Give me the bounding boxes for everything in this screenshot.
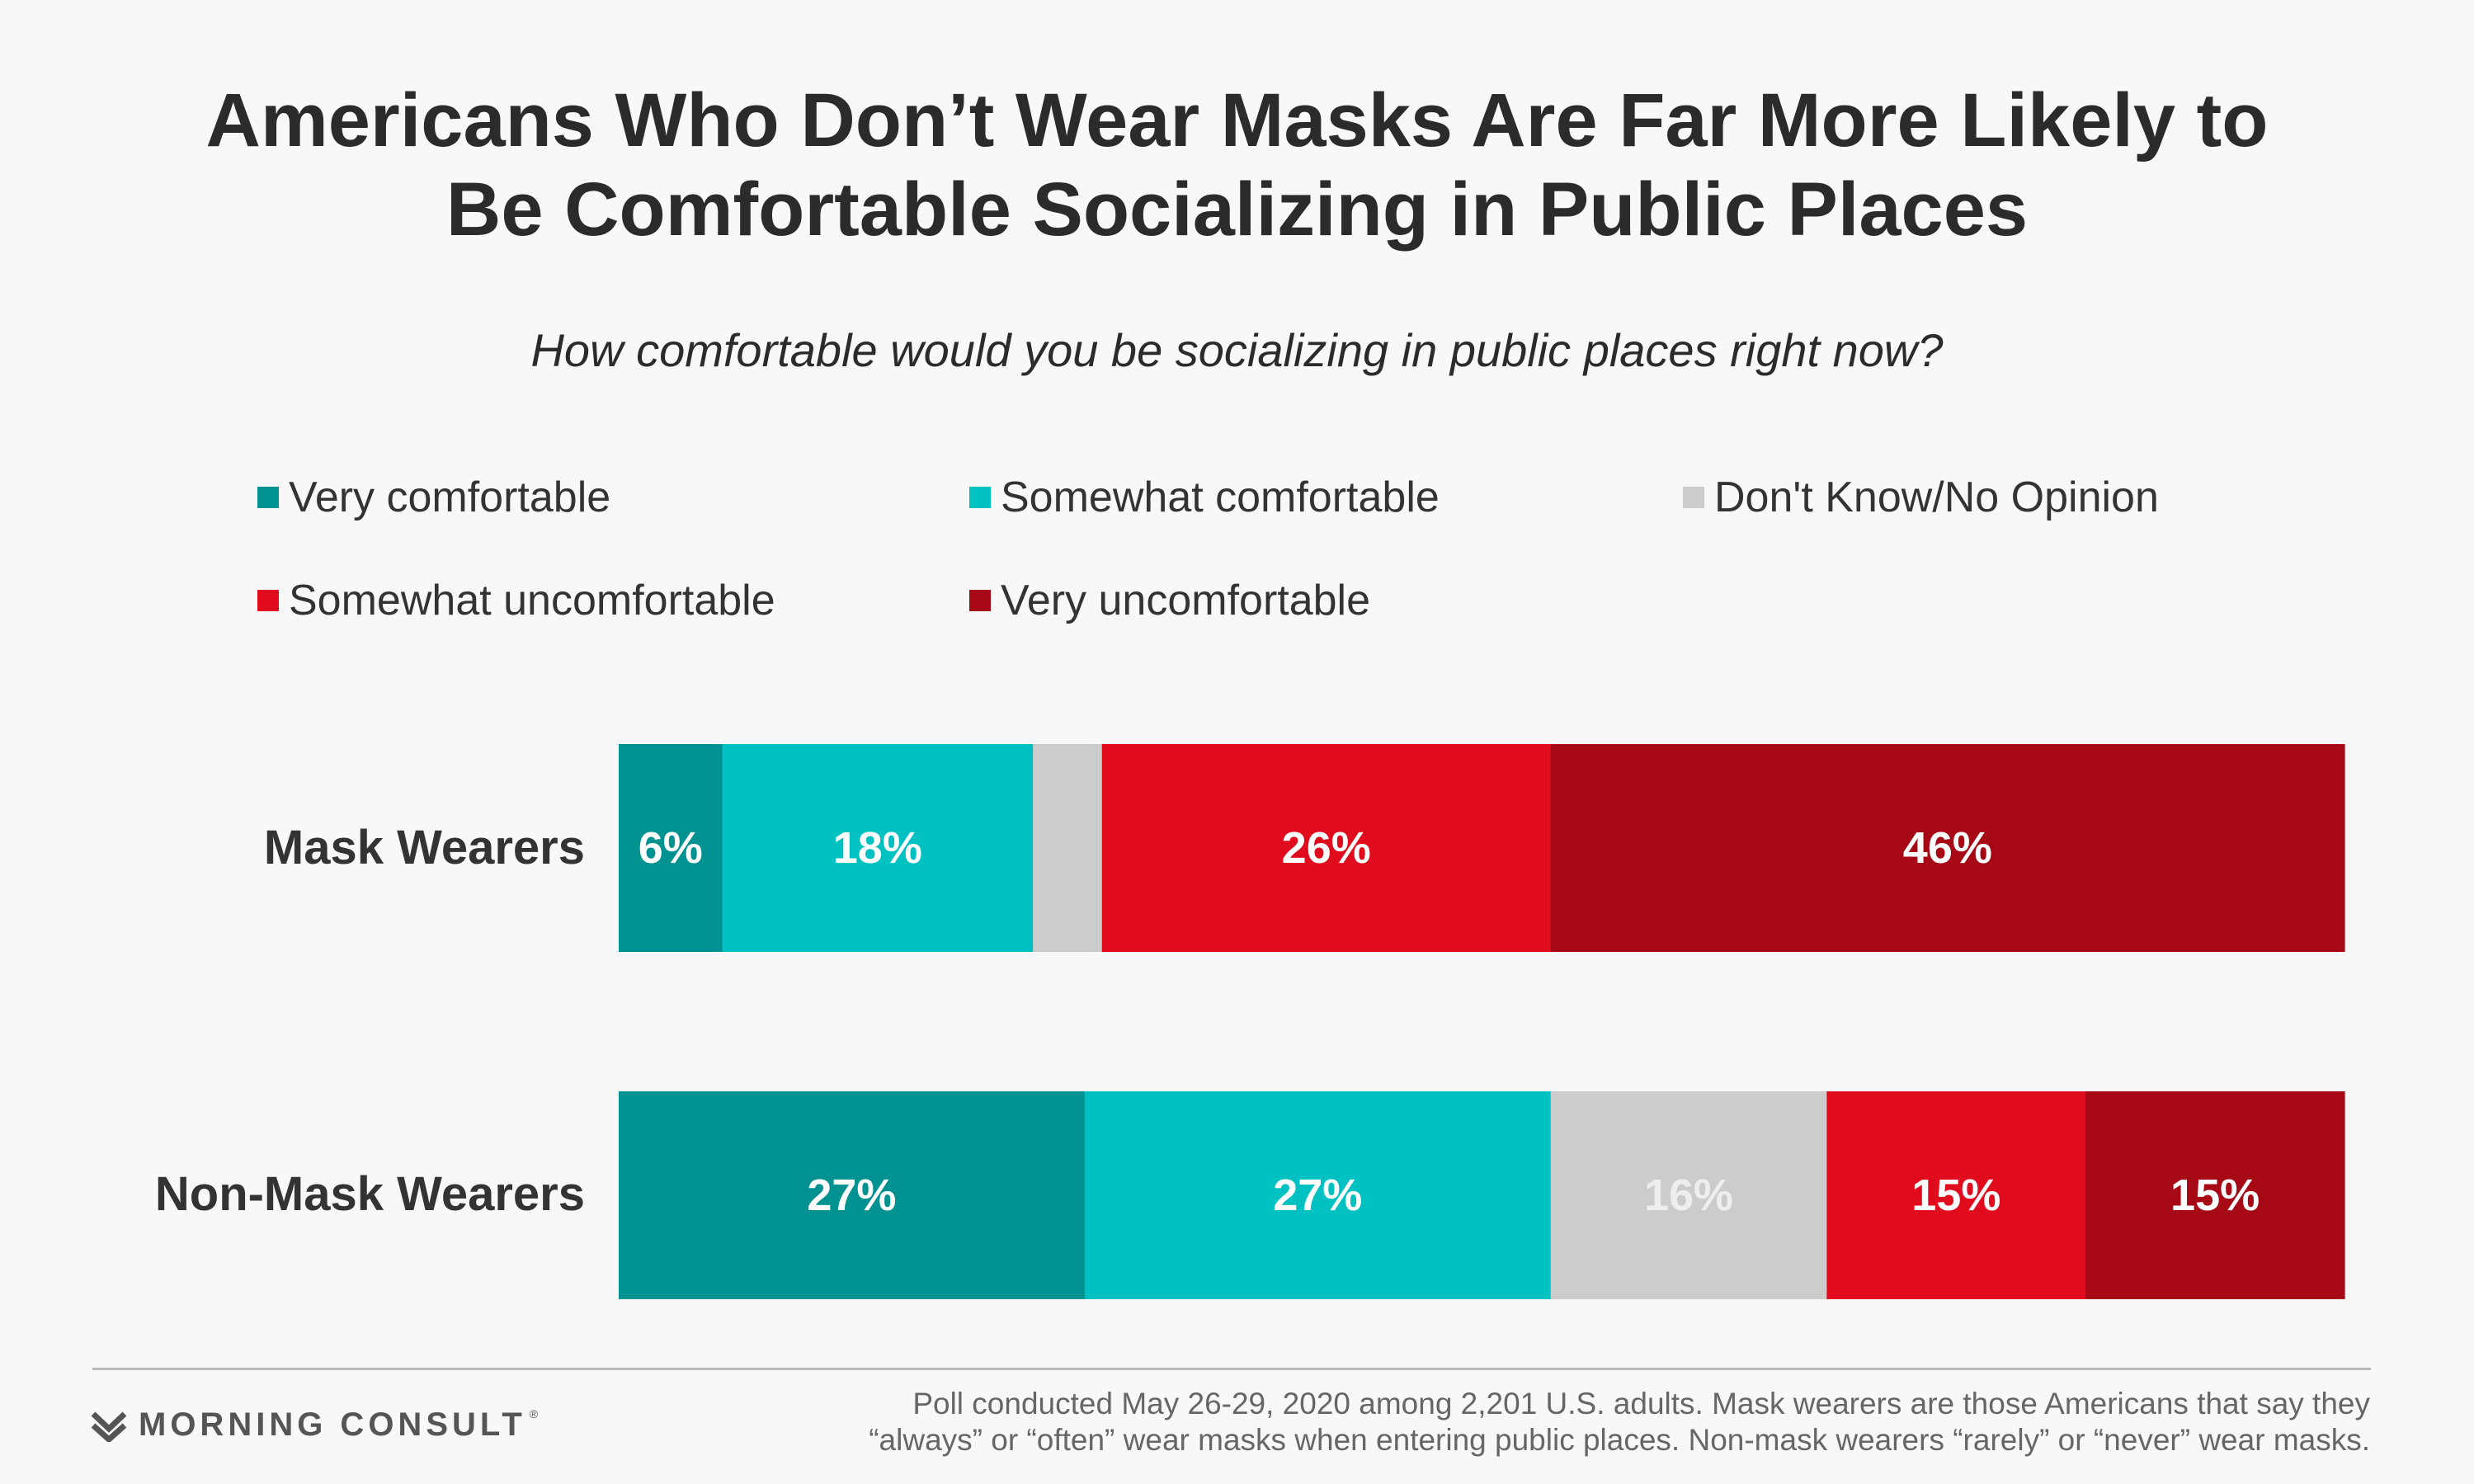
data-label-non-mask-wearers-somewhat-comfortable: 27%	[1273, 1171, 1362, 1220]
legend-item-very-comfortable: Very comfortable	[257, 469, 610, 526]
bar-segment-non-mask-wearers-somewhat-comfortable	[1084, 1091, 1552, 1299]
chart-title: Americans Who Don’t Wear Masks Are Far M…	[0, 76, 2474, 254]
bar-segment-mask-wearers-very-uncomfortable	[1550, 744, 2345, 952]
legend-item-dont-know: Don't Know/No Opinion	[1683, 469, 2159, 526]
bar-segment-mask-wearers-somewhat-comfortable	[722, 744, 1034, 952]
data-label-mask-wearers-somewhat-uncomfortable: 26%	[1282, 823, 1371, 873]
legend-label-dont-know: Don't Know/No Opinion	[1714, 473, 2159, 521]
legend-label-somewhat-uncomfortable: Somewhat uncomfortable	[289, 577, 775, 624]
footnote-line-2: “always” or “often” wear masks when ente…	[869, 1423, 2370, 1457]
bar-segment-non-mask-wearers-don-t-know-no-opinion	[1550, 1091, 1827, 1299]
legend-label-very-comfortable: Very comfortable	[289, 473, 611, 521]
legend-swatch-somewhat-comfortable	[969, 487, 991, 508]
legend-item-very-uncomfortable: Very uncomfortable	[969, 572, 1370, 629]
data-label-non-mask-wearers-don-t-know-no-opinion: 16%	[1644, 1171, 1733, 1220]
data-label-non-mask-wearers-very-uncomfortable: 15%	[2170, 1171, 2260, 1220]
data-label-mask-wearers-very-uncomfortable: 46%	[1903, 823, 1992, 873]
legend-swatch-very-uncomfortable	[969, 590, 991, 611]
morning-consult-logo: MORNING CONSULT ®	[91, 1406, 538, 1444]
legend-swatch-dont-know	[1683, 487, 1704, 508]
bar-segment-mask-wearers-somewhat-uncomfortable	[1101, 744, 1552, 952]
chart-title-line-1: Americans Who Don’t Wear Masks Are Far M…	[205, 78, 2269, 163]
logo-text: MORNING CONSULT	[139, 1406, 526, 1443]
row-label-mask-wearers: Mask Wearers	[263, 821, 585, 874]
chart-title-line-2: Be Comfortable Socializing in Public Pla…	[445, 167, 2029, 252]
bar-segment-non-mask-wearers-somewhat-uncomfortable	[1826, 1091, 2086, 1299]
data-label-mask-wearers-somewhat-comfortable: 18%	[833, 823, 922, 873]
legend-swatch-somewhat-uncomfortable	[257, 590, 279, 611]
chart-subtitle: How comfortable would you be socializing…	[530, 324, 1944, 376]
data-label-non-mask-wearers-very-comfortable: 27%	[807, 1171, 896, 1220]
morning-consult-chevron-icon	[91, 1411, 127, 1442]
legend-item-somewhat-comfortable: Somewhat comfortable	[969, 469, 1440, 526]
row-label-non-mask-wearers: Non-Mask Wearers	[154, 1167, 585, 1221]
footnote-line-1: Poll conducted May 26-29, 2020 among 2,2…	[912, 1387, 2370, 1420]
bar-segment-mask-wearers-very-comfortable	[619, 744, 723, 952]
legend-label-somewhat-comfortable: Somewhat comfortable	[1001, 473, 1440, 521]
bar-segment-non-mask-wearers-very-comfortable	[619, 1091, 1086, 1299]
data-label-mask-wearers-very-comfortable: 6%	[639, 823, 703, 873]
legend-item-somewhat-uncomfortable: Somewhat uncomfortable	[257, 572, 775, 629]
data-label-non-mask-wearers-somewhat-uncomfortable: 15%	[1911, 1171, 2000, 1220]
legend-swatch-very-comfortable	[257, 487, 279, 508]
registered-mark: ®	[529, 1406, 539, 1420]
legend-label-very-uncomfortable: Very uncomfortable	[1001, 577, 1371, 624]
footnote: Poll conducted May 26-29, 2020 among 2,2…	[761, 1386, 2370, 1458]
bar-segment-non-mask-wearers-very-uncomfortable	[2085, 1091, 2345, 1299]
bar-segment-mask-wearers-don-t-know-no-opinion	[1033, 744, 1103, 952]
footer-divider	[92, 1368, 2371, 1370]
